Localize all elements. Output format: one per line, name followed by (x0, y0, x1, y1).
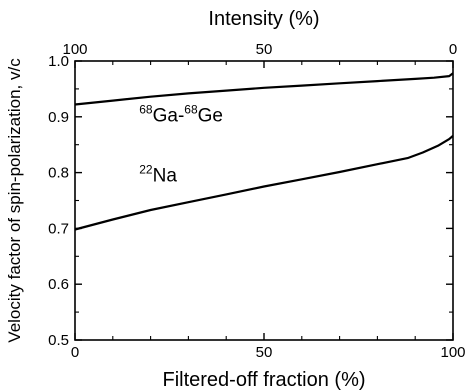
annotation-text: Na (153, 166, 178, 187)
x-axis-label: Filtered-off fraction (%) (162, 369, 365, 390)
annotation-text: Ge (198, 105, 223, 126)
plot-frame (74, 60, 454, 341)
annotation-superscript: 68 (184, 102, 198, 116)
x-tick-label: 100 (440, 344, 465, 361)
top-axis-label: Intensity (%) (208, 8, 319, 30)
ga-label: 68Ga-68Ge (139, 102, 223, 126)
y-axis-label: Velocity factor of spin-polarization, v/… (5, 58, 24, 343)
na-label: 22Na (139, 163, 177, 187)
series-line-0 (74, 72, 454, 106)
series-line-1 (74, 134, 454, 231)
top-tick-label: 50 (256, 41, 273, 58)
x-tick-label: 50 (256, 344, 273, 361)
top-tick-label: 100 (62, 41, 87, 58)
top-tick-label: 0 (449, 41, 457, 58)
x-tick-label: 0 (71, 344, 79, 361)
annotation-superscript: 22 (139, 163, 153, 177)
y-tick-label: 0.7 (48, 220, 69, 237)
annotation-text: Ga- (153, 105, 185, 126)
y-tick-label: 0.5 (48, 332, 69, 349)
annotation-superscript: 68 (139, 102, 153, 116)
y-tick-label: 0.9 (48, 109, 69, 126)
series-group (74, 72, 454, 231)
y-tick-label: 0.8 (48, 165, 69, 182)
y-tick-label: 1.0 (48, 53, 69, 70)
y-tick-label: 0.6 (48, 276, 69, 293)
